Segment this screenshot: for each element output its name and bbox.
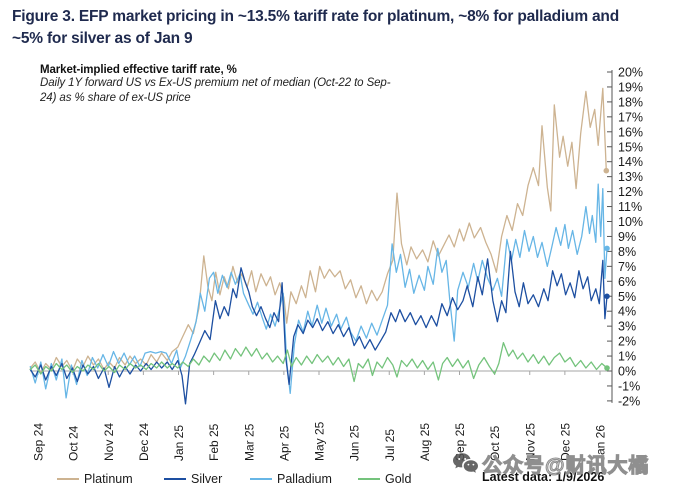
y-tick-label: 19% bbox=[618, 80, 643, 94]
y-tick-label: 7% bbox=[618, 260, 636, 274]
x-tick-label: Jun 25 bbox=[348, 425, 362, 461]
x-tick-label: Jan 26 bbox=[594, 425, 608, 461]
figure-title: Figure 3. EFP market pricing in ~13.5% t… bbox=[12, 8, 619, 47]
y-tick-label: 3% bbox=[618, 320, 636, 334]
y-tick-label: 12% bbox=[618, 185, 643, 199]
x-tick-label: Oct 24 bbox=[67, 425, 81, 461]
y-tick-label: 15% bbox=[618, 140, 643, 154]
y-tick-label: 9% bbox=[618, 230, 636, 244]
x-tick-label: Mar 25 bbox=[242, 423, 256, 461]
legend-item-palladium: Palladium bbox=[250, 471, 332, 487]
x-tick-label: Feb 25 bbox=[207, 423, 221, 461]
x-tick-label: Oct 25 bbox=[488, 425, 502, 461]
x-tick-label: Nov 24 bbox=[102, 423, 116, 461]
series-palladium-line bbox=[29, 183, 608, 399]
gold-line-swatch bbox=[358, 478, 380, 480]
legend-item-silver: Silver bbox=[164, 471, 222, 487]
y-tick-label: 20% bbox=[618, 66, 643, 80]
y-tick-label: 2% bbox=[618, 335, 636, 349]
series-gold-end-marker bbox=[604, 365, 610, 371]
y-tick-label: 13% bbox=[618, 170, 643, 184]
series-platinum-line bbox=[29, 87, 607, 374]
y-tick-label: 18% bbox=[618, 95, 643, 109]
y-tick-label: 0% bbox=[618, 365, 636, 379]
series-silver-line bbox=[29, 250, 608, 405]
series-gold-line bbox=[29, 341, 608, 383]
legend-label-palladium: Palladium bbox=[277, 472, 332, 486]
x-tick-label: Nov 25 bbox=[523, 423, 537, 461]
legend-label-silver: Silver bbox=[191, 472, 223, 486]
y-tick-label: 8% bbox=[618, 245, 636, 259]
palladium-line-swatch bbox=[250, 478, 272, 480]
chart-heading: Market-implied effective tariff rate, % bbox=[40, 64, 237, 76]
x-tick-label: Dec 24 bbox=[137, 423, 151, 461]
x-tick-label: Apr 25 bbox=[277, 425, 291, 461]
x-tick-label: Aug 25 bbox=[418, 423, 432, 461]
series-palladium-end-marker bbox=[604, 245, 610, 252]
y-tick-label: 17% bbox=[618, 110, 643, 124]
chart-subtitle: Daily 1Y forward US vs Ex-US premium net… bbox=[40, 77, 391, 104]
chart-header: Market-implied effective tariff rate, % … bbox=[40, 64, 406, 106]
y-tick-label: -2% bbox=[618, 394, 640, 408]
x-tick-label: Dec 25 bbox=[558, 423, 572, 461]
y-tick-label: 14% bbox=[618, 155, 643, 169]
silver-line-swatch bbox=[164, 478, 186, 480]
y-tick-label: 5% bbox=[618, 290, 636, 304]
y-tick-label: 4% bbox=[618, 305, 636, 319]
x-tick-label: Jul 25 bbox=[383, 429, 397, 461]
x-tick-label: Jan 25 bbox=[172, 425, 186, 461]
platinum-line-swatch bbox=[57, 478, 79, 480]
y-tick-label: -1% bbox=[618, 379, 640, 393]
latest-data-note: Latest data: 1/9/2026 bbox=[482, 470, 605, 484]
series-silver-end-marker bbox=[604, 293, 610, 300]
y-tick-label: 6% bbox=[618, 275, 636, 289]
legend-label-gold: Gold bbox=[385, 472, 412, 486]
legend-label-platinum: Platinum bbox=[84, 472, 133, 486]
x-tick-label: Sep 25 bbox=[453, 423, 467, 461]
x-tick-label: May 25 bbox=[313, 421, 327, 461]
series-platinum-end-marker bbox=[603, 167, 610, 174]
x-tick-label: Sep 24 bbox=[32, 423, 46, 461]
y-tick-label: 10% bbox=[618, 215, 643, 229]
y-tick-label: 11% bbox=[618, 200, 642, 214]
legend-item-platinum: Platinum bbox=[57, 471, 133, 487]
y-tick-label: 1% bbox=[618, 350, 636, 364]
y-tick-label: 16% bbox=[618, 125, 643, 139]
legend-item-gold: Gold bbox=[358, 471, 411, 487]
